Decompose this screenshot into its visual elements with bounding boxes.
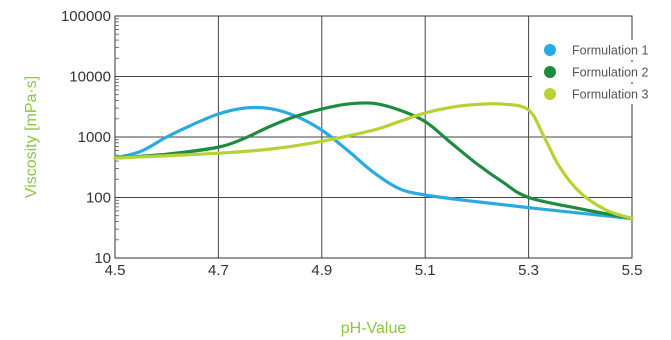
y-tick-label: 1000 [78,129,111,146]
legend-marker-1 [544,44,556,56]
y-tick-labels: 10 100 1000 10000 100000 [61,8,111,267]
x-tick-label: 5.3 [518,262,539,279]
y-tick-label: 10000 [69,69,111,86]
x-tick-label: 4.5 [105,262,126,279]
series-line-1 [113,105,634,221]
x-tick-label: 4.7 [208,262,229,279]
legend-marker-3 [544,88,556,100]
legend-marker-2 [544,66,556,78]
series-line-2 [113,101,634,221]
plot-frame [114,15,633,259]
legend-bg [532,84,652,104]
y-tick-label: 100 [86,190,111,207]
x-tick-label: 5.1 [415,262,436,279]
y-axis-title: Viscosity [mPa·s] [23,76,40,198]
legend-label-3: Formulation 3 [572,88,648,102]
x-tick-label: 4.9 [311,262,332,279]
y-tick-label: 100000 [61,8,111,25]
y-tick-label: 10 [94,250,111,267]
legend-bg [532,62,652,82]
x-axis-title: pH-Value [341,320,407,337]
legend-label-1: Formulation 1 [572,44,648,58]
legend-label-2: Formulation 2 [572,66,648,80]
series-layer [113,101,634,221]
minor-ticks [115,18,119,241]
legend: Formulation 1 Formulation 2 Formulation 3 [532,40,652,104]
grid [115,16,632,258]
series-line-3 [113,102,634,221]
x-tick-label: 5.5 [622,262,643,279]
x-tick-labels: 4.5 4.7 4.9 5.1 5.3 5.5 [105,262,643,279]
legend-bg [532,40,652,60]
